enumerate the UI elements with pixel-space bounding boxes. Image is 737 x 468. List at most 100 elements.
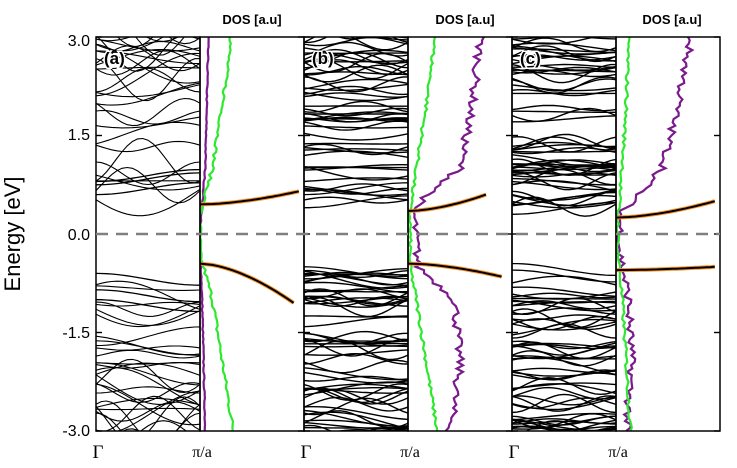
valence-band bbox=[304, 367, 408, 381]
conduction-band bbox=[304, 85, 408, 96]
conduction-band bbox=[96, 161, 200, 186]
valence-band bbox=[304, 430, 309, 431]
valence-band bbox=[304, 375, 408, 382]
conduction-band bbox=[96, 16, 200, 27]
conduction-band bbox=[512, 107, 616, 122]
panel-tag-a: (a) bbox=[104, 49, 125, 68]
dos-frame bbox=[199, 36, 305, 432]
conduction-band bbox=[304, 32, 408, 36]
conduction-band bbox=[304, 15, 408, 16]
valence-band bbox=[304, 388, 408, 405]
valence-band bbox=[512, 342, 616, 349]
dos-total-curve bbox=[616, 265, 715, 272]
xtick-zone-edge-a: π/a bbox=[192, 444, 212, 461]
conduction-band bbox=[304, 196, 408, 204]
conduction-band bbox=[304, 21, 408, 35]
conduction-band bbox=[512, 63, 616, 68]
conduction-band bbox=[304, 49, 408, 63]
conduction-band bbox=[304, 15, 408, 21]
valence-band bbox=[96, 358, 200, 393]
valence-band bbox=[304, 443, 408, 444]
conduction-band bbox=[393, 37, 408, 39]
conduction-band bbox=[96, 37, 200, 42]
valence-band bbox=[335, 429, 383, 431]
valence-band bbox=[304, 295, 408, 306]
valence-band bbox=[512, 386, 616, 400]
valence-band bbox=[304, 352, 408, 365]
valence-band bbox=[96, 285, 200, 291]
conduction-band bbox=[96, 67, 200, 93]
valence-band bbox=[96, 374, 200, 405]
conduction-band bbox=[304, 132, 408, 141]
conduction-band bbox=[304, 107, 408, 117]
conduction-band bbox=[512, 66, 616, 75]
conduction-band bbox=[304, 47, 408, 64]
valence-band bbox=[96, 301, 200, 317]
conduction-band bbox=[96, 45, 200, 72]
conduction-band bbox=[512, 133, 616, 150]
valence-band bbox=[512, 292, 616, 299]
conduction-band bbox=[304, 143, 408, 156]
dos-title-c: DOS [a.u] bbox=[642, 12, 701, 27]
conduction-band bbox=[512, 37, 616, 40]
ytick-label: -3.0 bbox=[62, 423, 90, 440]
band-lines bbox=[512, 17, 616, 461]
conduction-band bbox=[304, 117, 408, 123]
valence-band bbox=[96, 443, 200, 462]
valence-band bbox=[96, 382, 200, 403]
conduction-band bbox=[512, 46, 616, 55]
valence-band bbox=[512, 425, 616, 431]
valence-band bbox=[304, 316, 408, 328]
valence-band bbox=[512, 297, 616, 300]
valence-band bbox=[512, 444, 616, 461]
valence-band bbox=[512, 315, 616, 331]
valence-band bbox=[96, 308, 200, 326]
valence-band bbox=[121, 428, 141, 431]
conduction-band bbox=[512, 37, 597, 45]
valence-band bbox=[512, 418, 565, 431]
conduction-band bbox=[96, 58, 200, 102]
panel-b bbox=[303, 11, 513, 444]
dos-orange-curve bbox=[200, 189, 300, 207]
valence-band bbox=[512, 367, 616, 374]
conduction-band bbox=[96, 52, 200, 97]
conduction-band bbox=[512, 37, 616, 53]
dos-total-curve bbox=[200, 262, 295, 304]
xtick-zone-edge-b: π/a bbox=[400, 444, 420, 461]
edge-state-band bbox=[96, 289, 200, 303]
dos-total-curve bbox=[408, 262, 502, 278]
valence-band bbox=[96, 362, 200, 376]
valence-band bbox=[96, 345, 200, 351]
valence-band bbox=[304, 340, 408, 361]
conduction-band bbox=[512, 171, 616, 191]
dos-total-curve bbox=[408, 193, 487, 212]
conduction-band bbox=[512, 146, 616, 155]
conduction-band bbox=[512, 17, 616, 19]
conduction-band bbox=[96, 82, 200, 106]
panels-layer bbox=[95, 10, 721, 462]
valence-band bbox=[512, 395, 616, 412]
conduction-band bbox=[304, 100, 408, 113]
valence-band bbox=[512, 446, 616, 452]
edge-state-band bbox=[512, 201, 616, 215]
valence-band bbox=[304, 359, 408, 374]
conduction-band bbox=[512, 45, 616, 62]
conduction-band bbox=[304, 60, 408, 63]
valence-band bbox=[304, 387, 408, 394]
conduction-band bbox=[96, 10, 200, 18]
valence-band bbox=[304, 421, 408, 430]
valence-band bbox=[512, 340, 616, 350]
conduction-band bbox=[304, 52, 408, 73]
conduction-band bbox=[96, 37, 200, 45]
conduction-band bbox=[304, 11, 408, 20]
conduction-band bbox=[512, 169, 616, 186]
conduction-band bbox=[512, 135, 616, 153]
edge-state-band bbox=[512, 262, 616, 277]
conduction-band bbox=[304, 111, 408, 121]
valence-band bbox=[512, 376, 616, 396]
band-lines bbox=[304, 11, 408, 444]
conduction-band bbox=[512, 58, 616, 71]
valence-band bbox=[512, 345, 616, 356]
edge-state-band bbox=[512, 191, 616, 206]
valence-band bbox=[512, 440, 616, 447]
